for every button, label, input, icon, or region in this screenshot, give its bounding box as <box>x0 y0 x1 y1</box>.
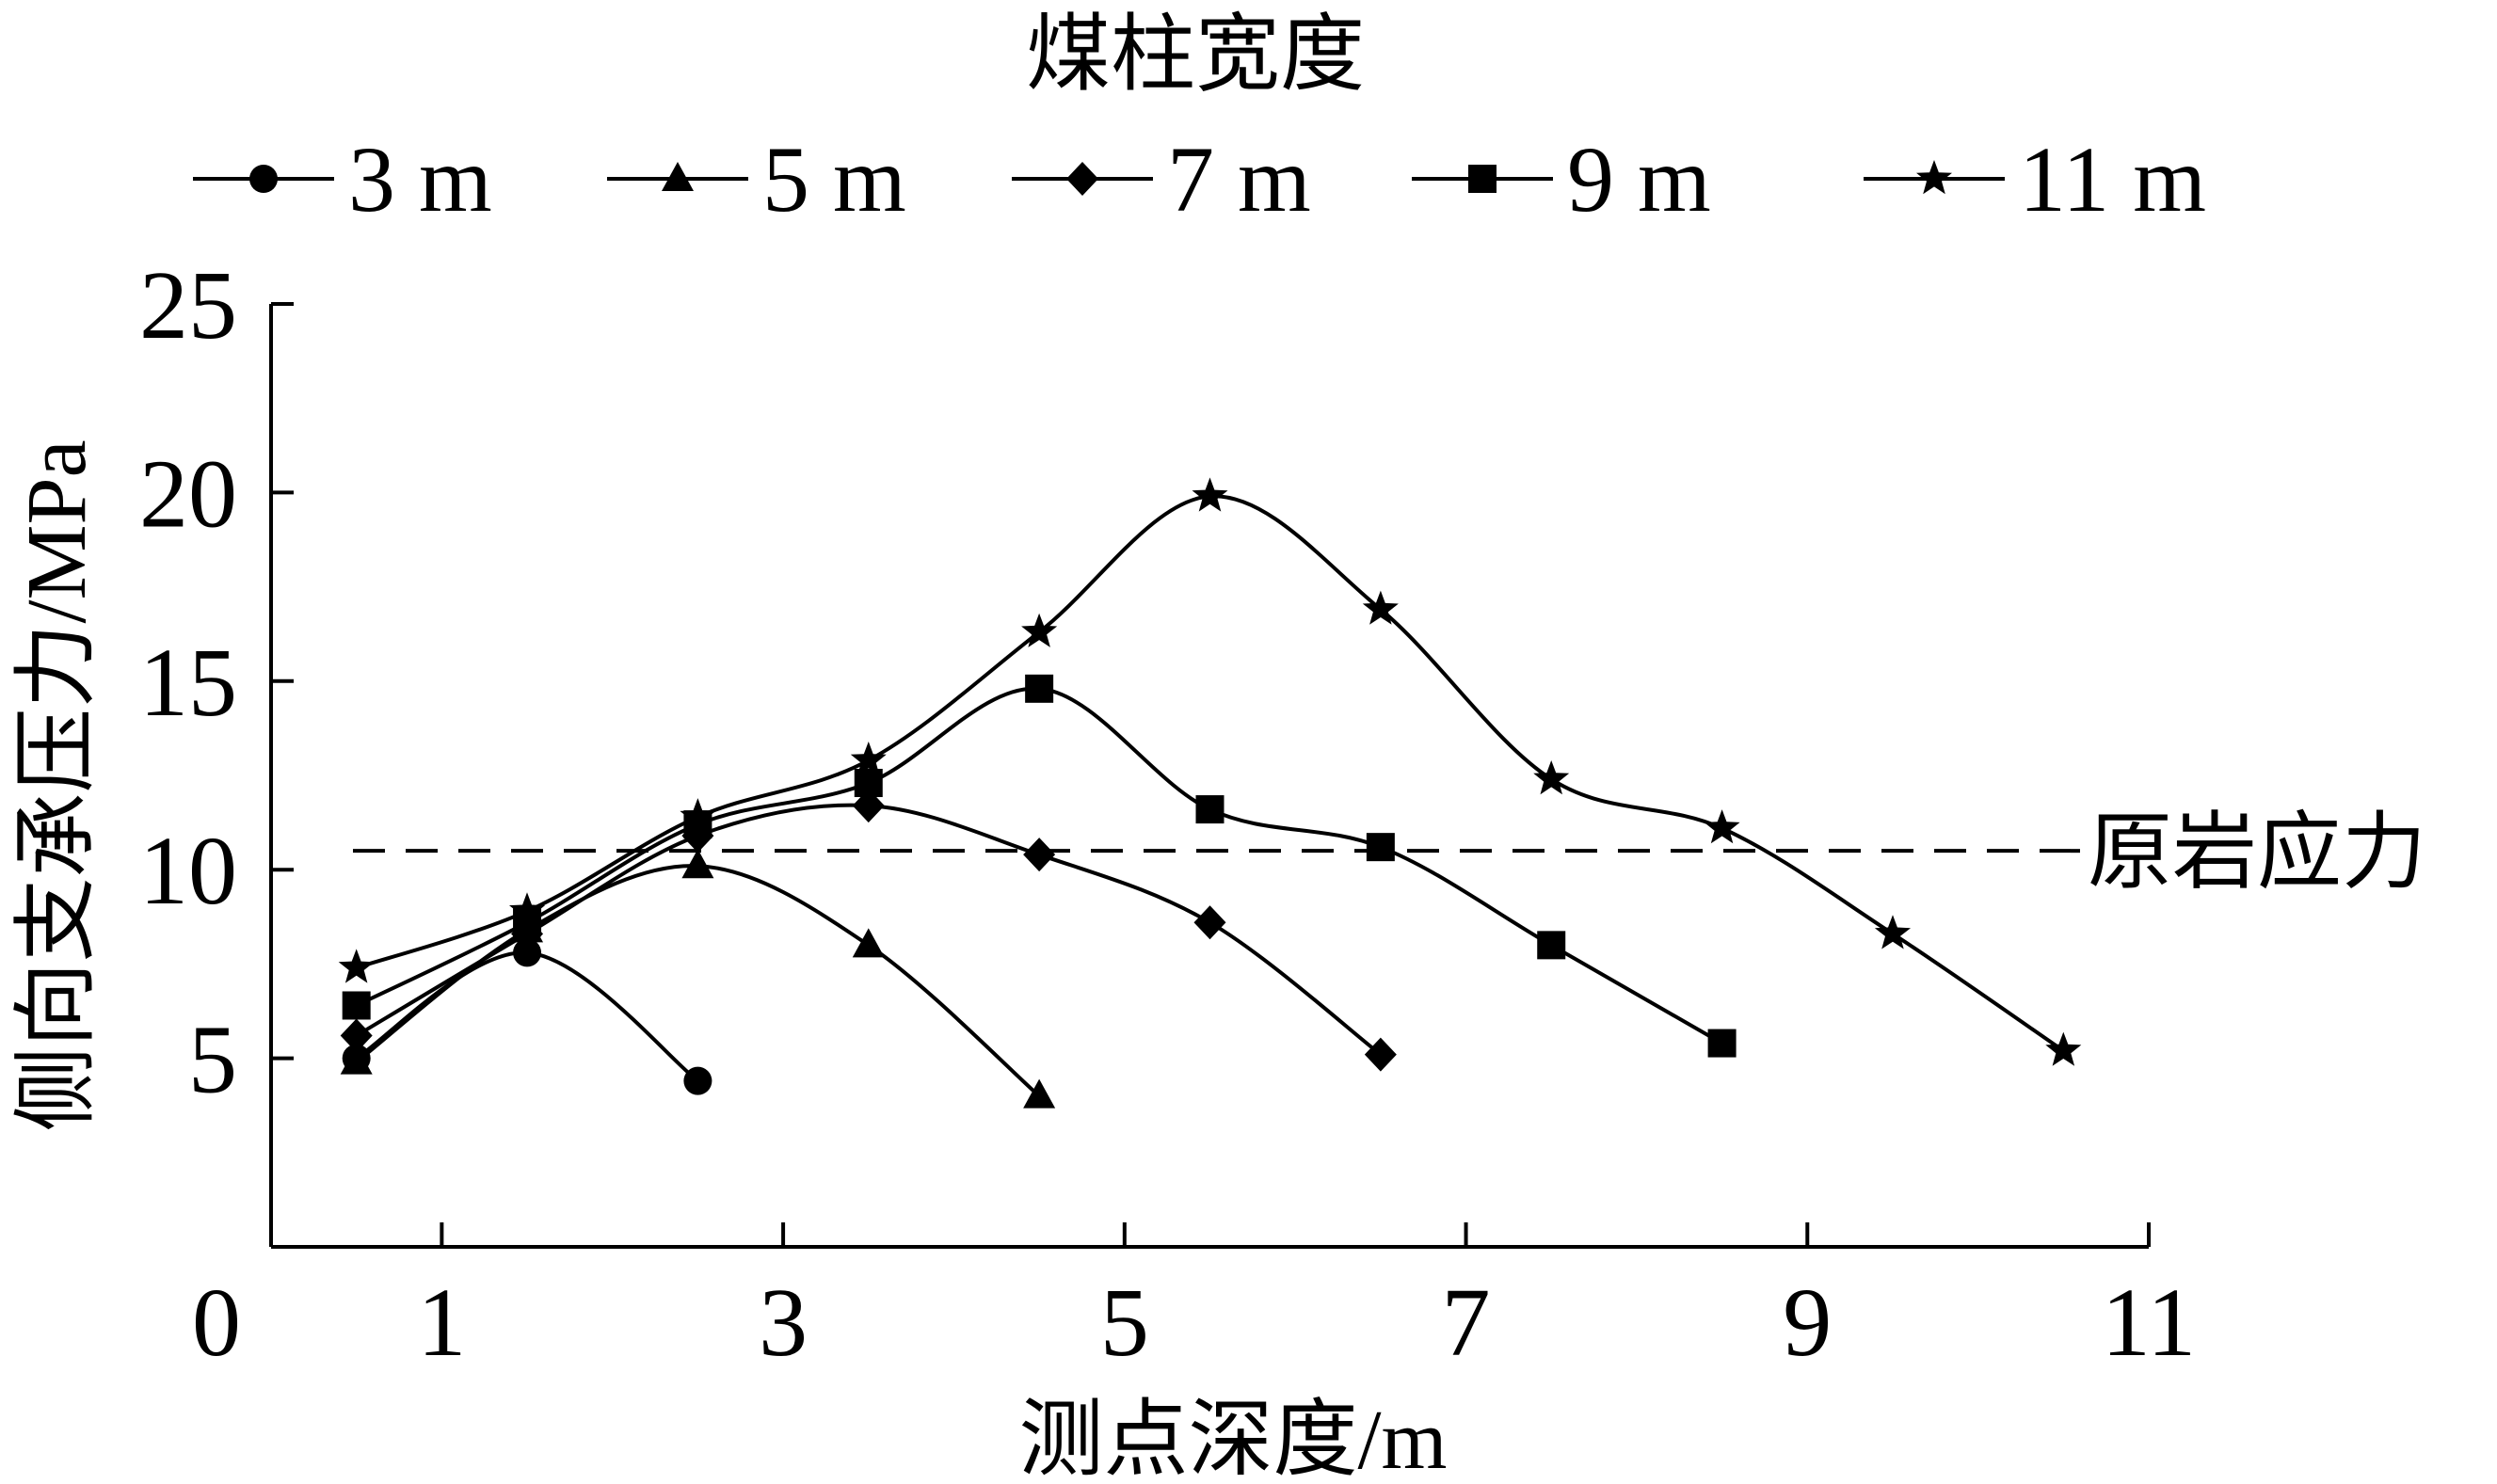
data-point <box>1023 838 1056 872</box>
data-point <box>1362 590 1399 625</box>
series-line <box>355 864 1041 1098</box>
y-tick-label: 10 <box>139 817 237 925</box>
data-point <box>342 991 371 1020</box>
legend-marker <box>249 165 278 193</box>
y-tick-label: 5 <box>188 1006 237 1114</box>
x-tick-label: 1 <box>417 1269 466 1377</box>
legend-marker <box>1468 165 1497 193</box>
y-tick-label: 25 <box>139 251 237 359</box>
data-point <box>681 849 714 879</box>
data-point <box>1874 915 1911 949</box>
legend-label: 7 m <box>1167 127 1311 231</box>
data-point <box>1192 477 1228 512</box>
x-tick-label: 0 <box>192 1269 241 1377</box>
reference-line-label: 原岩应力 <box>2088 806 2426 900</box>
legend-marker <box>1916 160 1952 195</box>
plot-area: 0 1 3 5 7 9 11 5 10 15 20 25 原岩应力 <box>139 251 2426 1377</box>
data-point <box>1704 809 1740 844</box>
legend-item: 5 m <box>607 127 906 231</box>
data-point <box>1366 833 1395 862</box>
legend-label: 11 m <box>2019 127 2206 231</box>
legend-label: 9 m <box>1567 127 1711 231</box>
legend: 3 m 5 m 7 m 9 m 11 m <box>193 127 2206 231</box>
x-tick-label: 9 <box>1783 1269 1832 1377</box>
x-tick-label: 7 <box>1442 1269 1491 1377</box>
y-axis-title: 侧向支承压力/MPa <box>10 439 104 1131</box>
legend-title: 煤柱宽度 <box>1026 8 1365 102</box>
legend-item: 11 m <box>1864 127 2206 231</box>
data-point <box>1707 1029 1737 1058</box>
series-4 <box>338 477 2082 1066</box>
data-point <box>1533 760 1570 795</box>
x-axis-title: 测点深度/m <box>1018 1394 1447 1484</box>
x-tick-label: 5 <box>1100 1269 1149 1377</box>
data-point <box>1021 613 1058 647</box>
data-point <box>340 1045 373 1075</box>
data-point <box>1195 795 1224 824</box>
data-point <box>340 1018 373 1053</box>
series-0 <box>342 938 712 1095</box>
data-point <box>1193 905 1226 940</box>
legend-item: 7 m <box>1012 127 1311 231</box>
data-point <box>338 949 375 983</box>
series-line <box>355 950 699 1083</box>
legend-item: 9 m <box>1412 127 1711 231</box>
data-point <box>1023 1078 1056 1109</box>
data-point <box>509 892 546 927</box>
data-point <box>683 1066 712 1095</box>
data-point <box>2045 1031 2082 1066</box>
y-tick-label: 15 <box>139 629 237 737</box>
legend-label: 3 m <box>348 127 492 231</box>
data-point <box>852 789 885 823</box>
data-point <box>513 938 542 967</box>
data-point <box>1364 1037 1397 1072</box>
data-point <box>852 928 885 958</box>
data-point <box>1537 931 1566 960</box>
series-line <box>356 494 2065 1053</box>
x-tick-label: 3 <box>759 1269 808 1377</box>
data-point <box>680 798 716 833</box>
legend-label: 5 m <box>762 127 906 231</box>
legend-marker <box>1066 162 1098 196</box>
legend-marker <box>662 162 694 191</box>
y-tick-label: 20 <box>139 439 237 548</box>
legend-item: 3 m <box>193 127 492 231</box>
data-point <box>850 742 887 776</box>
data-point <box>1025 674 1054 703</box>
x-tick-label: 11 <box>2102 1269 2196 1377</box>
